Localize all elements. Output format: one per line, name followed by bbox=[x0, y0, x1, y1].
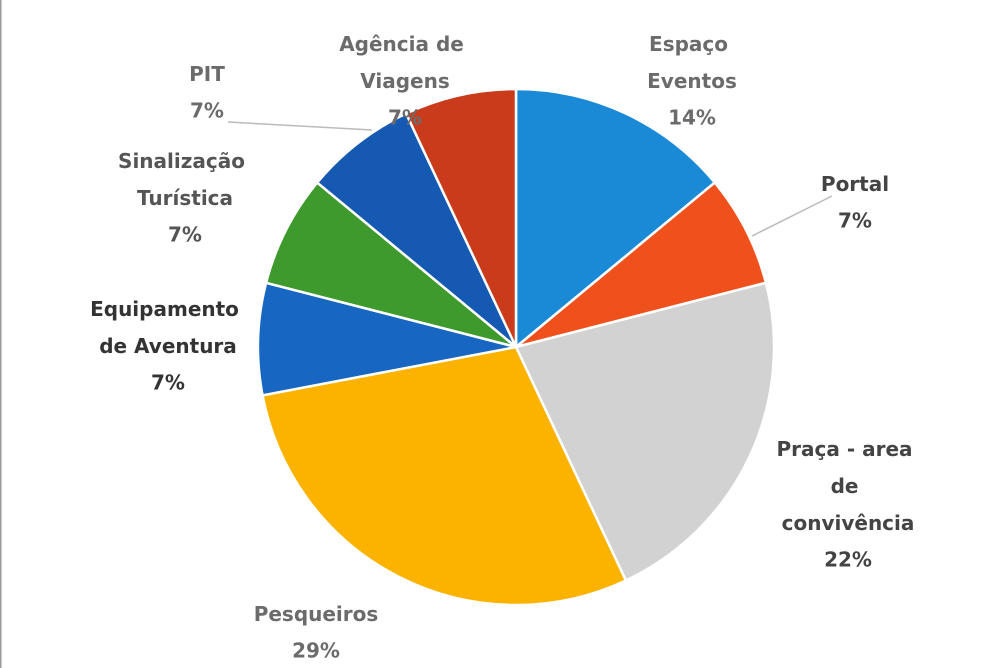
value-label: 7% bbox=[151, 371, 185, 395]
leader-line bbox=[227, 121, 373, 131]
category-label: Espaço Eventos bbox=[647, 32, 737, 93]
pie-slice bbox=[315, 111, 518, 348]
value-label: 7% bbox=[168, 223, 202, 247]
pie-slice bbox=[514, 281, 776, 583]
value-label: 29% bbox=[292, 639, 340, 663]
labels: Espaço Eventos 14% Portal 7% Praça - area de… bbox=[90, 32, 919, 663]
category-label: Pesqueiros bbox=[254, 602, 379, 626]
pie-slice bbox=[256, 281, 517, 397]
value-label: 7% bbox=[388, 106, 422, 130]
value-label: 7% bbox=[190, 99, 224, 123]
category-label: Portal bbox=[821, 172, 889, 196]
value-label: 22% bbox=[824, 548, 872, 572]
category-label: Praça - area de convivência bbox=[777, 437, 920, 535]
category-label: Agência de Viagens bbox=[339, 32, 471, 93]
pie bbox=[256, 87, 776, 607]
pie-slice bbox=[514, 87, 717, 350]
pie-slice bbox=[264, 180, 517, 349]
category-label: PIT bbox=[189, 62, 225, 86]
pie-slice bbox=[261, 345, 628, 607]
category-label: Equipamento de Aventura bbox=[90, 297, 246, 358]
value-label: 7% bbox=[838, 209, 872, 233]
leader-line bbox=[751, 195, 833, 237]
category-label: Sinalização Turística bbox=[118, 149, 252, 210]
pie-slice bbox=[404, 87, 518, 348]
value-label: 14% bbox=[668, 106, 716, 130]
pie-slice bbox=[515, 180, 768, 349]
